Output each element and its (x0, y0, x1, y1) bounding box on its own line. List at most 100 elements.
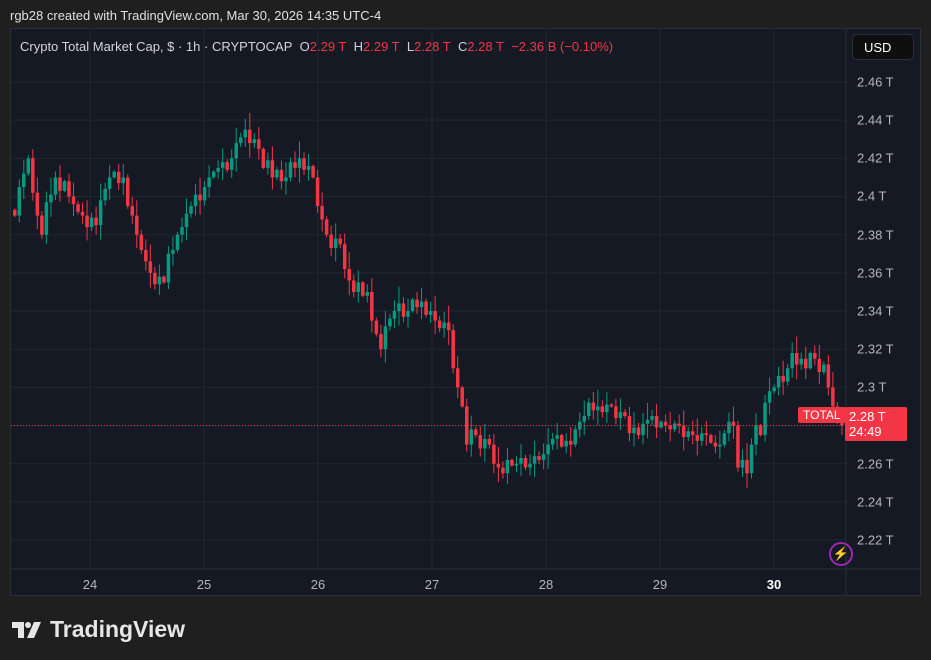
candle-body (31, 158, 35, 193)
candle-body (17, 186, 22, 216)
candle-body (361, 282, 365, 296)
tradingview-logo-icon (12, 621, 41, 638)
candle-body (126, 177, 130, 207)
candle-body (623, 412, 627, 417)
candle-body (659, 421, 663, 428)
candle-body (713, 442, 718, 447)
candle-body (401, 303, 406, 317)
candle-body (116, 171, 121, 184)
chart-panel[interactable]: Crypto Total Market Cap, $ · 1h · CRYPTO… (10, 28, 921, 596)
candle-body (419, 301, 424, 308)
candle-body (406, 311, 410, 317)
candle-body (718, 444, 722, 447)
candle-body (555, 435, 559, 439)
candle-body (573, 429, 577, 445)
candle-body (94, 217, 98, 226)
date-tick: 25 (196, 577, 212, 592)
price-tick: 2.4 T (857, 188, 887, 204)
candle-body (731, 421, 736, 426)
candle-body (98, 200, 103, 226)
candle-body (356, 282, 361, 292)
candle-body (320, 206, 324, 220)
candle-body (112, 171, 116, 178)
candle-body (700, 433, 704, 441)
candle-body (211, 171, 216, 178)
candle-body (627, 416, 632, 434)
candle-body (89, 217, 94, 228)
candle-body (338, 238, 342, 245)
candle-body (220, 162, 225, 168)
candlestick-chart[interactable] (11, 29, 921, 596)
candle-body (582, 416, 587, 422)
candle-body (668, 425, 672, 430)
date-tick: 30 (766, 577, 782, 592)
candle-body (691, 431, 695, 436)
candle-body (636, 427, 641, 436)
tradingview-logo[interactable]: TradingView (12, 616, 185, 643)
currency-button[interactable]: USD (852, 34, 914, 60)
candle-body (333, 238, 338, 249)
candle-body (578, 421, 582, 430)
price-tick: 2.44 T (857, 112, 894, 128)
candle-body (505, 459, 510, 474)
high-value: 2.29 T (363, 39, 400, 54)
candle-body (546, 444, 550, 455)
candle-body (677, 423, 681, 426)
candle-body (722, 433, 727, 445)
candle-body (605, 404, 609, 413)
candle-body (184, 213, 189, 228)
candle-body (329, 234, 333, 249)
price-tick: 2.32 T (857, 341, 894, 357)
candle-body (370, 291, 374, 321)
candle-body (58, 177, 62, 191)
candle-body (804, 358, 808, 369)
last-price-tag: 2.28 T 24:49 (845, 407, 907, 441)
candle-body (311, 165, 315, 178)
candle-body (67, 181, 71, 197)
lightning-icon[interactable]: ⚡ (829, 542, 853, 566)
candle-body (248, 129, 252, 144)
candle-body (207, 177, 211, 187)
candle-body (80, 211, 85, 216)
symbol-title[interactable]: Crypto Total Market Cap, $ · 1h · CRYPTO… (20, 39, 293, 54)
candle-body (293, 162, 297, 168)
candle-body (749, 444, 754, 474)
price-tick: 2.24 T (857, 494, 894, 510)
date-tick: 27 (424, 577, 440, 592)
candle-body (153, 272, 157, 285)
candle-body (44, 202, 49, 235)
candle-body (510, 459, 514, 466)
candle-body (189, 206, 193, 214)
candle-body (252, 139, 257, 144)
candle-body (758, 425, 763, 436)
candle-body (514, 463, 519, 466)
candle-body (446, 322, 451, 331)
candle-body (550, 438, 555, 445)
candle-body (35, 192, 40, 216)
candle-body (817, 358, 822, 373)
candle-body (695, 435, 700, 441)
candle-body (13, 209, 17, 216)
candle-body (229, 158, 234, 170)
candle-body (641, 423, 645, 436)
candle-body (523, 457, 528, 468)
symbol-legend: Crypto Total Market Cap, $ · 1h · CRYPTO… (20, 39, 614, 54)
candle-body (388, 318, 392, 327)
candle-body (243, 129, 248, 138)
candle-body (785, 368, 790, 382)
candle-body (383, 326, 388, 350)
candle-body (275, 169, 279, 178)
candle-body (121, 177, 125, 184)
candle-body (808, 353, 813, 369)
candle-body (487, 438, 492, 445)
candle-body (374, 320, 379, 334)
candle-body (799, 358, 803, 365)
last-price: 2.28 T (849, 409, 886, 424)
candle-body (767, 391, 772, 403)
candle-body (496, 463, 501, 468)
candle-body (532, 456, 537, 464)
candle-body (822, 364, 826, 373)
candle-body (103, 188, 107, 201)
price-tick: 2.36 T (857, 265, 894, 281)
candle-body (541, 454, 546, 460)
